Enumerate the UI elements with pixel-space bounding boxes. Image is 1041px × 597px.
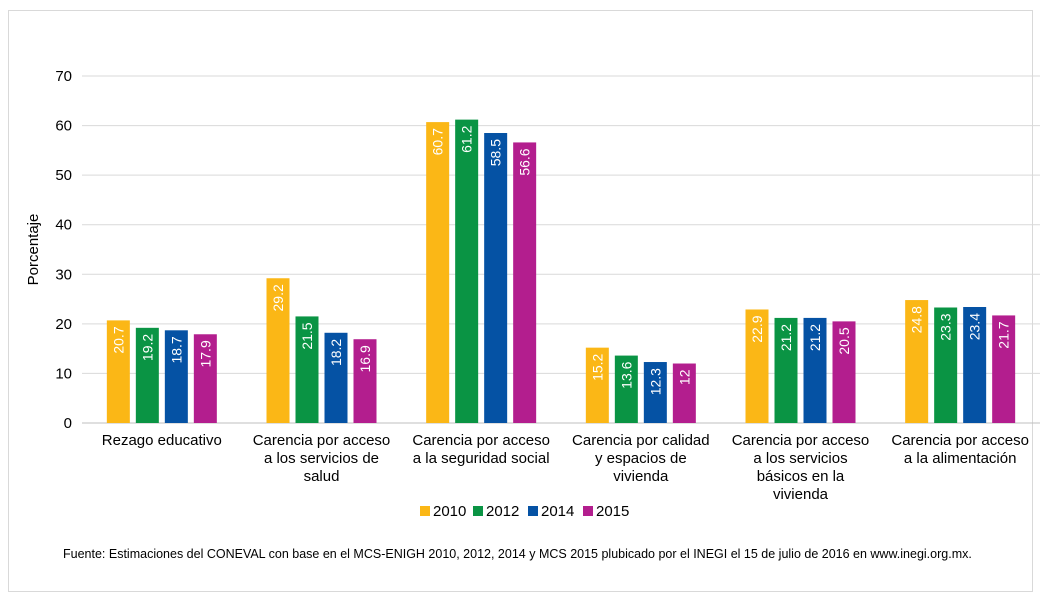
- data-label: 17.9: [197, 340, 213, 367]
- bar: [585, 347, 609, 423]
- category-label-line: Carencia por acceso: [732, 432, 870, 449]
- y-axis-title: Porcentaje: [25, 214, 42, 286]
- data-label: 58.5: [488, 139, 504, 166]
- bar: [295, 316, 319, 423]
- chart-frame: [8, 10, 1033, 592]
- data-label: 16.9: [357, 345, 373, 372]
- category-label: Carencia por calidad y espacios de viviend…: [572, 432, 710, 485]
- bar: [672, 363, 696, 423]
- category-label-line: básicos en la: [757, 468, 845, 485]
- data-label: 29.2: [270, 284, 286, 311]
- bar: [643, 362, 667, 423]
- category-label-line: Carencia por calidad: [572, 432, 710, 449]
- y-tick-label: 30: [55, 266, 72, 283]
- category-label-line: y espacios de: [595, 450, 687, 467]
- data-label: 21.2: [807, 324, 823, 351]
- data-label: 12.3: [647, 368, 663, 395]
- bar: [745, 309, 769, 423]
- category-label-line: a la seguridad social: [413, 450, 550, 467]
- bar: [992, 315, 1016, 423]
- category-label-line: Rezago educativo: [102, 432, 222, 449]
- bar: [455, 119, 479, 423]
- y-tick-label: 40: [55, 217, 72, 234]
- category-label: Carencia por acceso a la seguridad social: [412, 432, 550, 467]
- bar-chart: 0 10 20 30 40 50 60 70 Porcentaje 20.7 19.2 18.7 17.…: [25, 68, 1040, 520]
- y-tick-label: 50: [55, 167, 72, 184]
- data-label: 20.5: [836, 327, 852, 354]
- bar: [353, 339, 377, 423]
- y-tick-label: 0: [64, 415, 72, 432]
- source-note: Fuente: Estimaciones del CONEVAL con bas…: [63, 547, 972, 561]
- bar: [832, 321, 856, 423]
- bar: [803, 317, 827, 423]
- category-label-line: vivienda: [613, 468, 669, 485]
- category-label-line: Carencia por acceso: [253, 432, 391, 449]
- y-tick-label: 60: [55, 118, 72, 135]
- category-label: Carencia por acceso a los servicios básico…: [732, 432, 870, 503]
- bar: [934, 307, 958, 423]
- legend-label: 2010: [433, 503, 466, 520]
- bar: [324, 332, 348, 423]
- data-label: 13.6: [618, 361, 634, 388]
- bar: [513, 142, 537, 423]
- data-label: 21.5: [299, 322, 315, 349]
- category-label-line: a los servicios de: [264, 450, 379, 467]
- bar: [426, 122, 450, 423]
- bar: [164, 330, 188, 423]
- legend-swatch: [420, 506, 430, 516]
- y-tick-label: 70: [55, 68, 72, 85]
- bar: [135, 327, 159, 423]
- bar: [774, 317, 798, 423]
- data-label: 12: [676, 369, 692, 385]
- data-label: 21.2: [778, 324, 794, 351]
- data-label: 23.3: [938, 313, 954, 340]
- data-label: 22.9: [749, 315, 765, 342]
- bar: [266, 278, 290, 423]
- bar: [614, 355, 638, 423]
- data-label: 18.2: [328, 339, 344, 366]
- data-label: 24.8: [909, 306, 925, 333]
- y-tick-label: 10: [55, 365, 72, 382]
- bar: [484, 133, 508, 423]
- bar: [106, 320, 130, 423]
- category-label: Carencia por acceso a la alimentación: [891, 432, 1029, 467]
- data-label: 23.4: [967, 313, 983, 340]
- category-label-line: a los servicios: [753, 450, 847, 467]
- category-label-line: vivienda: [773, 486, 829, 503]
- category-label-line: Carencia por acceso: [891, 432, 1029, 449]
- category-label-line: a la alimentación: [904, 450, 1017, 467]
- category-label-line: Carencia por acceso: [412, 432, 550, 449]
- data-label: 18.7: [168, 336, 184, 363]
- category-label: Carencia por acceso a los servicios de sal…: [253, 432, 391, 485]
- data-label: 20.7: [110, 326, 126, 353]
- data-label: 19.2: [139, 334, 155, 361]
- bar: [905, 300, 929, 423]
- y-tick-label: 20: [55, 316, 72, 333]
- legend-label: 2012: [486, 503, 519, 520]
- data-label: 15.2: [589, 353, 605, 380]
- legend-label: 2014: [541, 503, 574, 520]
- data-label: 60.7: [430, 128, 446, 155]
- bar: [963, 307, 987, 423]
- legend-swatch: [473, 506, 483, 516]
- data-label: 61.2: [459, 125, 475, 152]
- legend-swatch: [583, 506, 593, 516]
- legend-label: 2015: [596, 503, 629, 520]
- data-label: 56.6: [517, 148, 533, 175]
- category-label-line: salud: [304, 468, 340, 485]
- data-label: 21.7: [996, 321, 1012, 348]
- legend-swatch: [528, 506, 538, 516]
- bar: [193, 334, 217, 423]
- category-label: Rezago educativo: [102, 432, 222, 449]
